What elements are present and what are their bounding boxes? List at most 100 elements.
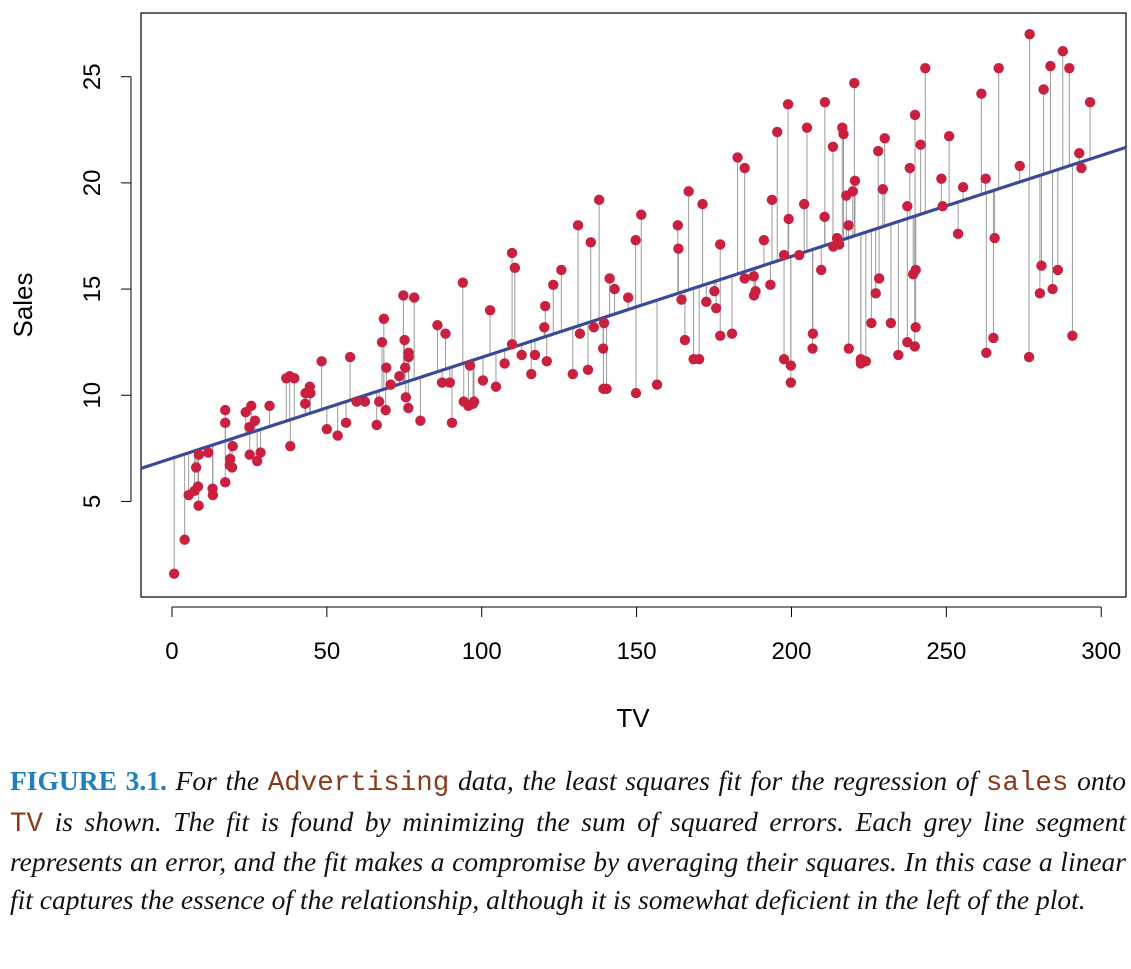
data-point xyxy=(316,356,327,367)
data-point xyxy=(778,249,790,261)
data-point xyxy=(676,294,687,305)
x-tick-label: 300 xyxy=(1081,638,1121,665)
data-point xyxy=(572,220,584,231)
data-point xyxy=(651,379,663,390)
data-point xyxy=(630,235,641,246)
data-point xyxy=(1052,264,1064,276)
data-point xyxy=(567,368,578,380)
data-point xyxy=(598,317,610,329)
data-point xyxy=(904,162,915,174)
data-point xyxy=(1047,283,1058,295)
data-point xyxy=(711,302,722,314)
data-point xyxy=(697,198,708,210)
data-point xyxy=(909,109,921,121)
data-point xyxy=(601,383,612,395)
data-point xyxy=(490,381,502,392)
data-point xyxy=(203,447,214,458)
data-point xyxy=(623,292,634,303)
fit-line-layer xyxy=(140,145,1127,470)
data-point xyxy=(816,264,827,276)
figure-caption: FIGURE 3.1. For the Advertising data, th… xyxy=(10,762,1126,918)
data-point xyxy=(585,237,596,248)
data-point xyxy=(877,184,889,195)
data-point xyxy=(909,341,920,352)
data-point xyxy=(1084,96,1096,108)
data-point xyxy=(506,339,518,350)
data-point xyxy=(168,568,180,579)
data-point xyxy=(593,194,605,206)
data-point xyxy=(207,489,219,501)
data-point xyxy=(785,377,797,388)
data-point xyxy=(574,328,586,339)
data-point xyxy=(193,449,205,460)
data-point xyxy=(879,133,890,144)
data-point xyxy=(636,209,647,220)
data-point xyxy=(709,285,720,297)
caption-text-3: onto xyxy=(1077,765,1126,796)
data-point xyxy=(371,419,382,431)
figure-label: FIGURE 3.1. xyxy=(10,765,167,796)
x-tick-label: 50 xyxy=(313,638,340,665)
data-point xyxy=(937,201,948,212)
data-point xyxy=(936,173,947,184)
data-point xyxy=(529,349,541,361)
data-point xyxy=(484,305,496,316)
data-point xyxy=(539,322,550,333)
data-point xyxy=(244,449,255,460)
regression-line xyxy=(140,145,1127,470)
scatter-plot: 0 50 100 150 200 250 300 5 10 15 20 25 TV Sales xyxy=(8,12,1127,733)
data-point xyxy=(321,424,333,435)
data-point xyxy=(849,77,860,89)
axes: 0 50 100 150 200 250 300 5 10 15 20 25 xyxy=(79,63,1121,665)
data-point xyxy=(285,441,296,452)
data-point xyxy=(604,273,615,284)
data-point xyxy=(885,317,897,329)
data-point xyxy=(582,364,594,375)
x-tick-label: 100 xyxy=(462,638,502,665)
caption-code-tv: TV xyxy=(10,808,44,840)
data-point xyxy=(758,235,770,246)
data-point xyxy=(860,356,872,367)
data-point xyxy=(344,351,356,363)
data-point xyxy=(827,141,839,152)
data-point xyxy=(340,417,352,429)
figure: 0 50 100 150 200 250 300 5 10 15 20 25 TV Sales xyxy=(8,12,1127,733)
data-point xyxy=(1024,29,1035,40)
y-tick-label: 15 xyxy=(79,276,106,303)
data-point xyxy=(506,247,518,259)
data-point xyxy=(849,175,861,186)
data-point xyxy=(332,430,343,441)
data-point xyxy=(873,145,884,157)
data-point xyxy=(398,290,409,301)
data-point xyxy=(902,201,913,212)
data-point xyxy=(1036,260,1047,271)
data-point xyxy=(509,262,521,274)
data-point xyxy=(1076,162,1087,174)
data-point xyxy=(1074,147,1085,159)
data-point xyxy=(993,63,1004,74)
data-point xyxy=(1057,46,1069,57)
data-point xyxy=(548,279,559,291)
x-axis-title: TV xyxy=(616,703,650,733)
data-point xyxy=(683,186,694,197)
data-point xyxy=(477,375,489,386)
data-point xyxy=(1045,60,1056,72)
data-point xyxy=(468,396,480,407)
data-point xyxy=(843,343,854,354)
x-tick-label: 200 xyxy=(771,638,811,665)
data-point xyxy=(541,356,552,367)
data-point xyxy=(819,211,830,223)
data-point xyxy=(750,285,761,297)
data-point xyxy=(783,213,794,225)
data-point xyxy=(556,264,567,276)
data-point xyxy=(873,273,885,284)
data-point xyxy=(739,162,750,174)
data-point xyxy=(801,122,813,133)
data-point xyxy=(415,415,426,426)
data-point xyxy=(179,534,190,545)
data-point xyxy=(359,396,371,407)
data-point xyxy=(249,415,261,426)
caption-text-2: data, the least squares fit for the regr… xyxy=(457,765,978,796)
data-point xyxy=(952,228,964,240)
data-point xyxy=(870,288,881,299)
